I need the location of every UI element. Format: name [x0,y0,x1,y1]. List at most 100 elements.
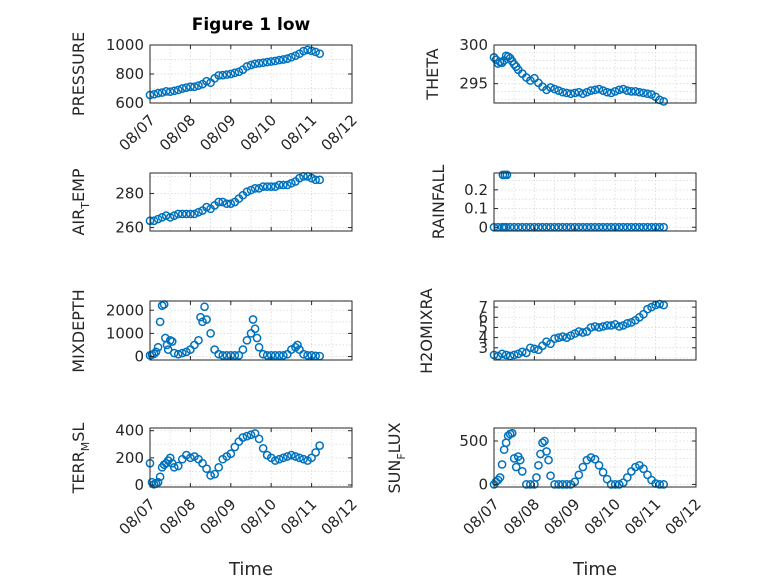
mixdepth-ytick-label: 1000 [106,324,144,342]
pressure-data-point [254,58,264,68]
air-temp-data-point [182,209,191,219]
h2omixra-data-point [598,322,608,331]
terr-msl-data-point [214,462,224,472]
air-temp-data-point [194,207,203,217]
air-temp-axes-box [149,172,353,232]
air-temp-ylabel: AIRTEMP [69,168,92,235]
mixdepth-data-point [274,351,284,360]
mixdepth-data-point [278,351,288,360]
h2omixra-ytick-label: 6 [478,308,488,326]
pressure-data-point [258,58,268,68]
rainfall-ytick-label: 0.2 [464,181,488,199]
pressure-data-point [283,54,292,63]
mixdepth-data-point [299,349,308,359]
pressure-ytick-label: 800 [115,65,144,83]
air-temp-data-point [262,182,272,191]
terr-msl-data-point [258,443,268,453]
air-temp-data-point [254,184,264,193]
terr-msl-data-point [311,448,320,457]
sun-flux-data-point [550,480,559,489]
air-temp-data-point [202,202,211,212]
terr-msl-data-point [242,431,252,441]
terr-msl-ylabel-main: TERR [69,451,88,494]
sun-flux-data-point [639,464,648,474]
pressure-data-point [194,81,203,90]
theta-data-point [546,83,555,92]
mixdepth-data-point [173,349,183,359]
air-temp-data-point [246,185,256,195]
sun-flux-ylabel-sub: F [395,453,408,459]
pressure-data-point [173,85,183,95]
terr-msl-ytick-label: 200 [115,449,144,467]
pressure-data-point [287,52,296,62]
mixdepth-data-point [194,335,203,345]
mixdepth-data-point [169,348,179,358]
sun-flux-ylabel: SUNFLUX [385,422,408,493]
sun-flux-data-point [586,453,596,462]
air-temp-data-point [222,199,232,209]
theta-data-point [659,97,669,106]
air-temp-data-point [274,180,284,190]
h2omixra-ytick-label: 4 [478,329,488,347]
pressure-data-point [299,46,308,56]
mixdepth-ytick-label: 2000 [106,301,144,319]
air-temp-data-point [226,199,236,209]
h2omixra-ylabel: H2OMIXRA [417,288,436,374]
pressure-data-point [165,87,175,97]
pressure-data-point [182,83,191,92]
rainfall-data-point [502,170,512,180]
mixdepth-data-point [155,317,165,327]
terr-msl-data-point [246,430,256,440]
sun-flux-data-point [562,480,572,489]
mixdepth-data-point [222,351,232,360]
terr-msl-data-point [226,449,236,459]
mixdepth-data-point [254,342,264,352]
pressure-data-point [202,76,211,86]
terr-msl-data-point [274,454,284,464]
time-xlabel-right: Time [572,559,617,580]
pressure-ytick-label: 1000 [106,36,144,54]
theta-data-point [618,84,628,94]
theta-data-point [590,85,600,95]
h2omixra-data-point [590,322,600,331]
h2omixra-data-point [554,333,563,342]
sun-flux-data-point [532,473,541,482]
terr-msl-data-point [206,471,215,480]
mixdepth-axes-box [149,300,353,361]
air-temp-panel: 260 280 [115,172,353,237]
sun-flux-data-point [538,438,547,448]
h2omixra-data-point [622,319,632,328]
pressure-data-point [157,88,167,97]
rainfall-axes-box [493,172,697,232]
h2omixra-data-point [509,350,519,360]
air-temp-ytick-label: 280 [115,184,144,202]
air-temp-ylabel-rest: EMP [69,168,88,202]
terr-msl-data-point [278,453,288,463]
pressure-data-point [177,84,187,93]
sun-flux-ylabel-main: SUN [385,460,404,494]
h2omixra-data-point [594,323,604,332]
pressure-ytick-label: 600 [115,94,144,112]
h2omixra-data-point [614,322,624,331]
pressure-ylabel: PRESSURE [69,32,88,116]
air-temp-data-point [315,175,325,185]
rainfall-panel: 00.10.2 [464,170,697,236]
mixdepth-data-point [206,329,215,338]
pressure-data-point [190,82,199,92]
terr-msl-data-point [295,453,304,463]
pressure-data-point [222,70,232,79]
air-temp-data-point [186,209,195,219]
terr-msl-ylabel-rest: SL [69,423,88,442]
terr-msl-ylabel: TERRMSL [69,423,92,495]
theta-data-point [586,86,596,95]
air-temp-data-point [218,197,228,207]
terr-msl-data-point [315,441,325,450]
theta-data-point [635,87,644,97]
h2omixra-data-point [550,334,559,343]
sun-flux-data-point [511,462,521,472]
pressure-data-point [250,59,260,69]
air-temp-data-point [278,180,288,190]
terr-msl-data-point [270,456,280,465]
h2omixra-axes-box [493,300,697,361]
